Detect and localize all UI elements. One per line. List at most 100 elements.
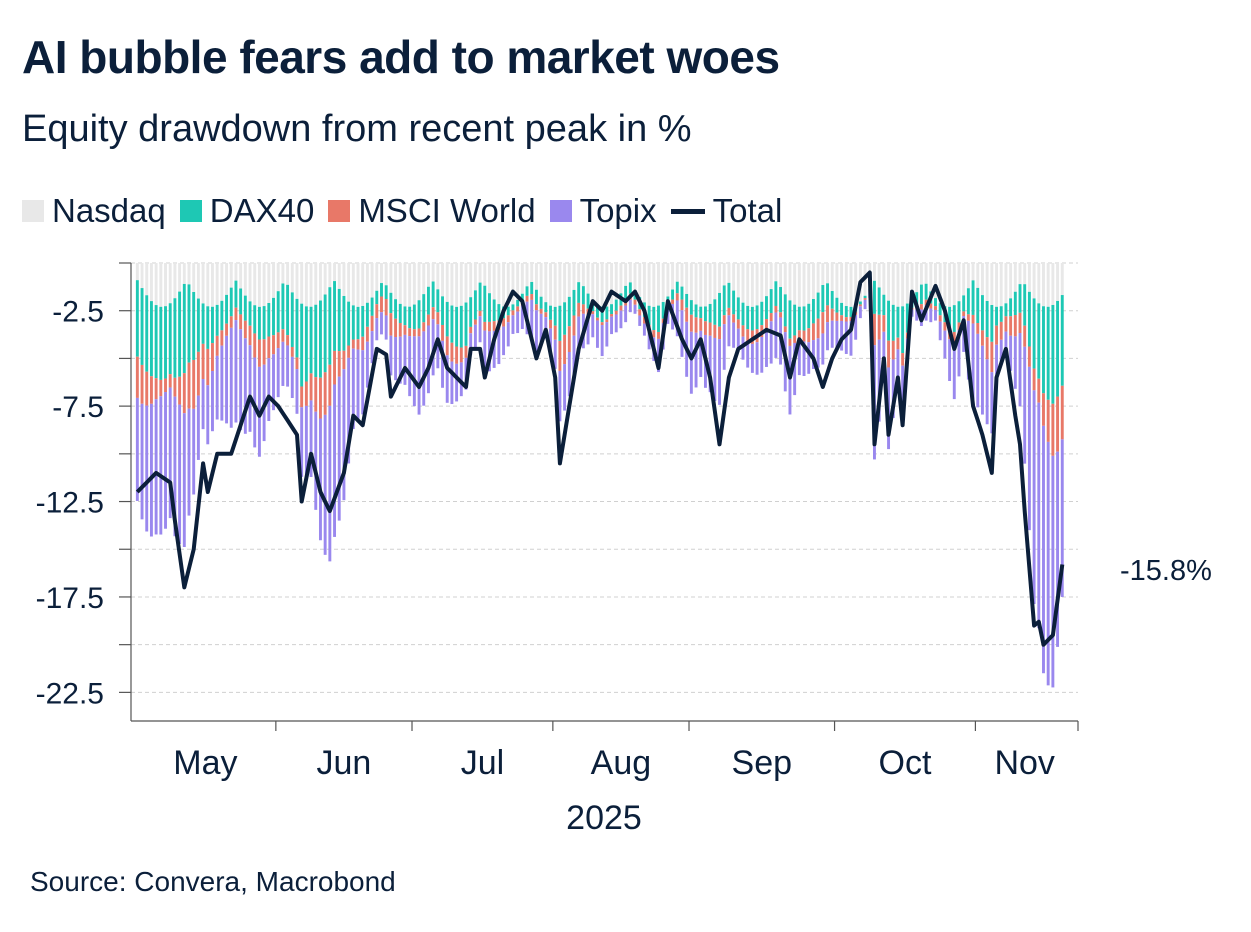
bar-dax40 [896,306,900,338]
bar-msci-world [262,339,266,365]
bar-nasdaq [267,263,271,304]
bar-msci-world [1037,378,1041,403]
bar-msci-world [239,314,243,330]
bar-msci-world [516,306,520,312]
bar-dax40 [807,303,811,329]
legend-swatch-nasdaq [22,200,44,222]
legend-item-nasdaq: Nasdaq [22,192,166,230]
bar-nasdaq [783,263,787,295]
bar-msci-world [901,353,905,366]
bar-dax40 [1056,300,1060,397]
bar-dax40 [295,298,299,358]
bar-nasdaq [957,263,961,302]
bar-msci-world [581,304,585,314]
bar-topix [619,310,623,329]
bar-dax40 [980,295,984,331]
bar-msci-world [1060,385,1064,440]
bar-dax40 [408,306,412,329]
bar-msci-world [450,342,454,362]
bar-nasdaq [473,263,477,291]
bar-dax40 [957,301,961,323]
bar-msci-world [873,313,876,346]
bar-msci-world [525,295,529,302]
bar-nasdaq [722,263,726,286]
bar-nasdaq [901,263,905,307]
bar-dax40 [384,285,388,300]
bar-msci-world [685,307,689,322]
bar-nasdaq [891,263,895,305]
bar-nasdaq [586,263,590,294]
bar-dax40 [356,306,360,340]
x-tick-label: May [173,744,237,782]
bar-nasdaq [675,263,679,282]
bar-msci-world [605,319,609,323]
bar-topix [830,320,834,348]
bar-topix [192,408,196,495]
bar-msci-world [290,346,294,357]
bar-dax40 [417,300,421,329]
bar-dax40 [783,294,787,327]
bar-nasdaq [553,263,557,307]
legend-label-msci-world: MSCI World [358,192,536,229]
bar-msci-world [384,299,388,316]
bar-dax40 [497,304,501,321]
bar-dax40 [718,292,721,327]
bar-msci-world [441,324,444,341]
bar-topix [971,323,975,400]
bar-nasdaq [666,263,670,297]
bar-msci-world [642,316,646,324]
bar-msci-world [722,315,726,325]
bar-topix [318,418,322,541]
bar-dax40 [1060,295,1064,386]
bar-nasdaq [840,263,844,303]
bar-nasdaq [384,263,388,286]
bar-topix [957,330,961,377]
bar-nasdaq [689,263,693,301]
bar-topix [149,403,153,537]
bar-msci-world [572,315,576,336]
bar-dax40 [1023,284,1027,326]
bar-msci-world [652,330,656,338]
bar-nasdaq [412,263,416,305]
bar-msci-world [272,335,275,355]
bar-topix [577,316,581,354]
bar-topix [394,337,398,381]
bar-dax40 [201,303,205,344]
bar-topix [351,348,355,429]
x-tick-label: Aug [591,744,652,782]
bar-msci-world [215,335,219,356]
bar-nasdaq [398,263,402,304]
bar-dax40 [586,293,590,309]
legend-item-dax40: DAX40 [179,192,314,230]
bar-topix [412,336,416,407]
bar-topix [638,315,642,326]
bar-topix [201,379,205,430]
bar-topix [854,314,858,340]
bar-topix [417,336,421,415]
bar-nasdaq [516,263,520,300]
bar-nasdaq [262,263,266,307]
bar-dax40 [333,281,336,351]
bar-nasdaq [469,263,473,298]
bar-dax40 [577,282,581,303]
bar-dax40 [276,291,280,333]
bar-msci-world [196,351,200,396]
bar-dax40 [300,303,304,387]
bar-topix [1042,425,1045,674]
bar-nasdaq [300,263,304,304]
bar-nasdaq [337,263,341,289]
bar-dax40 [797,306,801,331]
bar-msci-world [830,308,834,321]
bar-topix [732,322,736,348]
bar-nasdaq [581,263,585,287]
bar-topix [699,330,703,377]
bar-dax40 [563,302,567,335]
bar-dax40 [248,301,252,326]
bar-nasdaq [1051,263,1055,305]
bar-nasdaq [661,263,665,303]
bar-topix [769,321,773,364]
bar-dax40 [901,306,905,354]
bar-msci-world [243,320,247,339]
bar-nasdaq [774,263,778,282]
bar-topix [708,335,712,393]
